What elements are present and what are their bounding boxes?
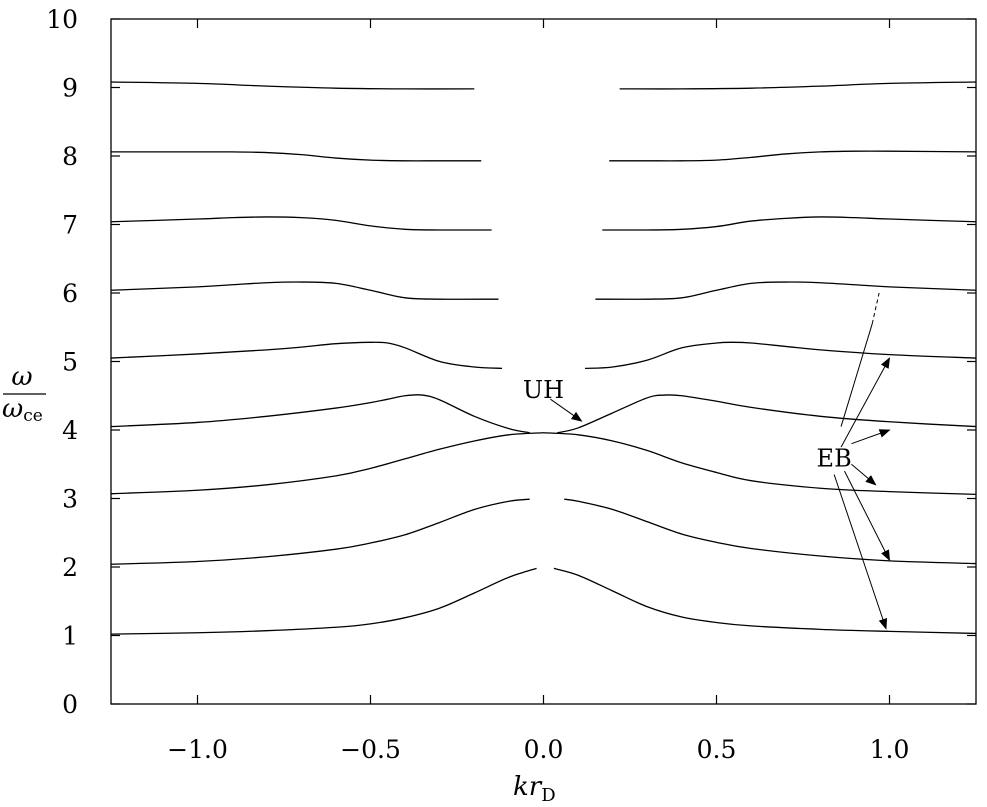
annotation-eb: EB (817, 292, 891, 630)
annotation-uh: UH (523, 376, 583, 422)
annotation-eb-label: EB (817, 444, 852, 472)
x-tick-label: 1.0 (870, 735, 910, 764)
y-tick-label: 6 (62, 279, 78, 308)
annotation-uh-arrow (550, 398, 583, 422)
y-tick-label: 3 (62, 485, 78, 514)
y-tick-label: 0 (62, 690, 78, 719)
y-axis-label-numerator: ω (11, 362, 32, 392)
y-axis-label-denominator-main: ω (2, 394, 23, 424)
dispersion-branch-2 (553, 567, 977, 635)
y-axis-label-denominator-sub: ce (23, 406, 43, 426)
x-tick-label: 0.5 (697, 735, 737, 764)
annotation-eb-arrow (851, 429, 891, 445)
dispersion-branch-9 (110, 341, 503, 369)
dispersion-branch-4 (564, 498, 977, 565)
dispersion-branch-3 (110, 498, 530, 565)
dispersion-branch-15 (110, 151, 482, 162)
x-axis-label-sub: D (541, 785, 555, 806)
y-tick-label: 4 (62, 416, 78, 445)
x-tick-label: −1.0 (167, 735, 228, 764)
dispersion-branch-16 (609, 150, 977, 162)
dispersion-branch-17 (110, 81, 475, 90)
axis-ticks (111, 18, 976, 705)
y-axis-label-denominator: ωce (2, 394, 43, 426)
y-tick-label: 8 (62, 142, 78, 171)
annotation-eb-arrow (833, 474, 888, 630)
x-axis-label: krD (513, 772, 556, 806)
dispersion-branch-8 (557, 394, 977, 434)
annotation-eb-arrow (840, 357, 891, 448)
y-axis-label: ω ωce (2, 362, 46, 426)
dispersion-branch-6 (543, 432, 977, 496)
y-tick-label: 9 (62, 74, 78, 103)
dispersion-branch-10 (584, 341, 977, 369)
plot-frame (110, 18, 977, 705)
y-tick-label: 7 (62, 211, 78, 240)
annotation-uh-label: UH (523, 376, 564, 404)
dispersion-curves (110, 81, 977, 635)
y-tick-label: 1 (62, 622, 78, 651)
dispersion-branch-5 (110, 432, 544, 495)
y-tick-label: 10 (46, 5, 78, 34)
axis-tick-labels: −1.0 −0.5 0.0 0.5 1.0 0 1 2 3 4 5 6 7 8 9 10 (46, 5, 909, 764)
dispersion-branch-11 (110, 281, 499, 300)
x-tick-label: −0.5 (340, 735, 401, 764)
dispersion-branch-18 (619, 81, 977, 90)
dispersion-branch-1 (110, 567, 537, 635)
dispersion-branch-13 (110, 216, 492, 231)
annotation-eb-arrow (851, 463, 877, 486)
annotation-eb-dashed-line (871, 292, 880, 324)
x-tick-label: 0.0 (524, 735, 564, 764)
annotations: UH EB (523, 292, 891, 630)
dispersion-branch-12 (595, 281, 977, 300)
y-tick-label: 5 (62, 348, 78, 377)
annotation-eb-arrow (844, 470, 890, 562)
dispersion-branch-7 (110, 394, 530, 434)
y-tick-label: 2 (62, 553, 78, 582)
dispersion-branch-14 (602, 216, 977, 231)
x-axis-label-main: kr (513, 772, 543, 802)
annotation-eb-line (840, 323, 873, 427)
